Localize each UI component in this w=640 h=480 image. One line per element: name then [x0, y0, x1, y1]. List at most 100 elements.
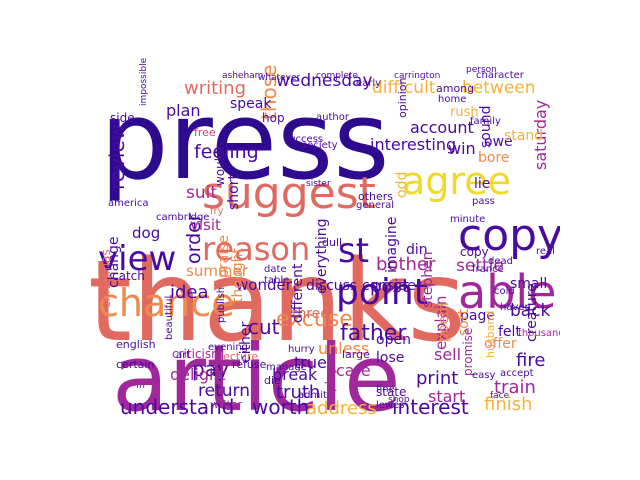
- word-america: america: [108, 198, 149, 209]
- word-win: win: [448, 139, 476, 158]
- word-lose: lose: [376, 350, 404, 366]
- word-interesting: interesting: [370, 135, 456, 154]
- word-art: art: [176, 350, 190, 361]
- word-start: start: [428, 387, 465, 406]
- word-return: return: [198, 381, 250, 401]
- word-writing: writing: [184, 78, 246, 99]
- word-wednesday: wednesday: [276, 71, 373, 91]
- word-imagine: imagine: [384, 217, 400, 273]
- word-change: change: [106, 236, 122, 288]
- word-hop: hop: [262, 111, 285, 125]
- word-face: face: [490, 391, 510, 401]
- word-din: din: [406, 242, 428, 258]
- word-admit: admit: [298, 390, 327, 401]
- word-press: press: [100, 79, 390, 204]
- word-sound: sound: [478, 106, 494, 149]
- word-person: person: [466, 65, 497, 75]
- word-settle: settle: [456, 256, 504, 276]
- word-accept: accept: [500, 368, 534, 379]
- word-creature: creature: [524, 283, 540, 342]
- word-success: success: [284, 134, 323, 145]
- word-date: date: [264, 264, 287, 275]
- word-everything: everything: [314, 218, 330, 294]
- word-excuse: excuse: [276, 307, 353, 332]
- word-point: point: [336, 272, 428, 313]
- word-suggest: suggest: [202, 168, 376, 219]
- word-article: article: [112, 325, 401, 426]
- word-asheham: asheham: [222, 71, 263, 81]
- word-sell: sell: [434, 345, 461, 364]
- word-hurry: hurry: [288, 344, 315, 355]
- word-haven: haven: [500, 302, 531, 313]
- word-those: those: [257, 65, 281, 120]
- word-shop: shop: [388, 395, 410, 405]
- word-fire: fire: [516, 350, 545, 371]
- word-post: post: [370, 276, 409, 297]
- word-publish: publish: [216, 287, 227, 323]
- word-ill: ill: [136, 378, 145, 391]
- word-feeling: feeling: [194, 141, 259, 163]
- word-able: able: [458, 265, 556, 319]
- word-interest: interest: [392, 395, 469, 419]
- word-fry: fry: [210, 206, 224, 217]
- word-christmas: christmas: [99, 249, 113, 308]
- word-dead: dead: [488, 256, 513, 267]
- word-catch: catch: [112, 269, 145, 283]
- word-copy: copy: [458, 210, 560, 261]
- word-three: three: [292, 306, 329, 322]
- word-early: early: [356, 78, 381, 89]
- word-review: review: [105, 124, 129, 190]
- word-general: general: [356, 200, 394, 211]
- word-poem: poem: [436, 302, 452, 342]
- word-chance: chance: [98, 281, 235, 325]
- word-odd: odd: [394, 172, 410, 198]
- word-france: france: [472, 264, 504, 275]
- word-summer: summer: [186, 262, 249, 280]
- word-suit: suit: [186, 183, 217, 203]
- word-easy: easy: [472, 370, 495, 381]
- word-wonder: wonder: [236, 276, 293, 294]
- word-husband: husband: [484, 311, 497, 358]
- word-rush: rush: [450, 105, 479, 120]
- word-thousand: thousand: [518, 328, 560, 339]
- word-free: free: [194, 126, 216, 139]
- word-impossible: impossible: [139, 58, 149, 106]
- word-english: english: [116, 338, 156, 351]
- word-large: large: [342, 348, 370, 361]
- word-unless: unless: [318, 339, 369, 358]
- word-carrington: carrington: [394, 71, 440, 81]
- word-visit: visit: [190, 216, 221, 234]
- word-agree: agree: [402, 159, 511, 203]
- word-worth: worth: [252, 395, 309, 419]
- word-certain: certain: [116, 358, 154, 371]
- word-st: st: [338, 231, 369, 271]
- word-lie: lie: [474, 176, 490, 192]
- word-writer: writer: [210, 398, 243, 411]
- word-sort: sort: [456, 308, 472, 336]
- word-care: care: [336, 361, 371, 380]
- word-minute: minute: [450, 214, 485, 225]
- word-saturday: saturday: [531, 100, 550, 170]
- word-between: between: [462, 78, 536, 98]
- word-society: society: [302, 140, 338, 151]
- word-train: train: [494, 377, 536, 398]
- word-state: state: [376, 385, 406, 399]
- word-short: short: [226, 174, 242, 210]
- word-lecture: lecture: [220, 350, 258, 363]
- word-father: father: [340, 321, 407, 346]
- word-cut: cut: [248, 315, 280, 339]
- word-bother: bother: [376, 254, 436, 275]
- word-copy: copy: [460, 245, 489, 259]
- word-cold: cold: [494, 286, 515, 297]
- word-truth: truth: [276, 382, 320, 403]
- word-order: order: [183, 213, 205, 264]
- word-account: account: [410, 118, 474, 137]
- word-pass: pass: [472, 196, 495, 207]
- word-among: among: [436, 82, 474, 95]
- word-break: break: [272, 365, 318, 384]
- word-consider: consider: [362, 278, 422, 294]
- word-die: die: [264, 374, 281, 387]
- word-understand: understand: [120, 395, 234, 419]
